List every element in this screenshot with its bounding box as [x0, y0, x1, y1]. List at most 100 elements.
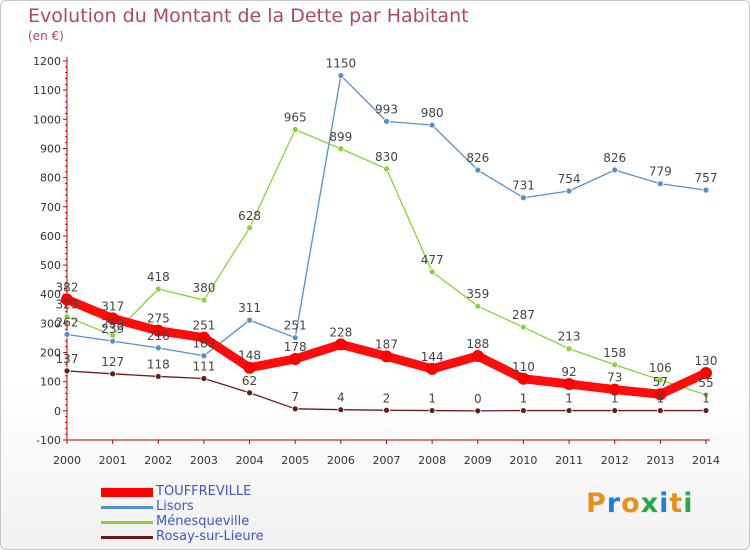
data-point — [154, 373, 162, 380]
data-label: 1 — [428, 392, 436, 406]
data-label: 92 — [561, 365, 576, 379]
data-label: 317 — [101, 299, 124, 313]
data-label: 754 — [558, 172, 581, 186]
data-label: 137 — [56, 352, 79, 366]
data-label: 275 — [147, 312, 170, 326]
data-point — [428, 268, 436, 276]
data-point — [380, 350, 393, 363]
y-tick-label: 200 — [40, 347, 61, 360]
data-label: 323 — [56, 298, 79, 312]
data-point — [471, 350, 484, 363]
data-point — [611, 407, 619, 414]
x-tick-label: 2014 — [692, 454, 720, 467]
data-label: 1 — [520, 392, 528, 406]
data-label: 7 — [291, 390, 299, 404]
data-label: 359 — [466, 287, 489, 301]
data-label: 826 — [603, 151, 626, 165]
x-tick-label: 2001 — [99, 454, 127, 467]
data-point — [383, 165, 390, 173]
legend-label: TOUFFREVILLE — [156, 484, 252, 499]
x-tick-label: 2003 — [190, 454, 218, 467]
x-tick-label: 2000 — [53, 454, 81, 467]
data-label: 213 — [558, 330, 581, 344]
data-point — [563, 378, 576, 391]
data-label: 216 — [147, 329, 170, 343]
data-point — [200, 296, 208, 304]
data-label: 380 — [192, 281, 215, 295]
y-tick-label: 300 — [40, 317, 61, 330]
data-point — [656, 376, 664, 384]
data-label: 4 — [337, 391, 345, 405]
data-point — [702, 391, 710, 399]
x-tick-label: 2013 — [646, 454, 674, 467]
legend-swatch — [101, 488, 153, 497]
data-point — [474, 166, 482, 174]
y-tick-label: 400 — [40, 288, 61, 301]
data-point — [474, 302, 482, 310]
x-tick-label: 2004 — [236, 454, 264, 467]
data-label: 228 — [329, 325, 352, 339]
data-label: 178 — [284, 340, 307, 354]
data-label: 993 — [375, 102, 398, 116]
data-label: 826 — [466, 151, 489, 165]
data-point — [474, 407, 482, 415]
x-tick-label: 2006 — [327, 454, 355, 467]
legend-label: Lisors — [156, 499, 194, 514]
data-label: 189 — [192, 337, 215, 351]
data-point — [334, 338, 347, 351]
data-point — [337, 145, 345, 153]
data-label: 148 — [238, 349, 261, 363]
logo-letter: x — [640, 488, 660, 519]
data-point — [291, 126, 299, 133]
data-label: 57 — [653, 375, 668, 389]
data-point — [243, 361, 256, 374]
data-point — [426, 362, 439, 375]
data-label: 2 — [383, 391, 391, 405]
x-tick-label: 2012 — [601, 454, 629, 467]
data-point — [428, 121, 436, 129]
data-label: 1 — [657, 392, 665, 406]
data-point — [520, 323, 527, 331]
data-label: 899 — [329, 130, 352, 144]
data-label: 118 — [147, 357, 170, 371]
data-label: 188 — [466, 337, 489, 351]
legend-swatch — [101, 521, 153, 524]
data-point — [106, 312, 119, 325]
data-point — [517, 372, 530, 385]
data-point — [291, 405, 299, 413]
data-point — [608, 383, 621, 396]
x-tick-label: 2002 — [144, 454, 172, 467]
x-tick-label: 2009 — [464, 454, 492, 467]
logo-letter: P — [586, 488, 607, 519]
data-label: 418 — [147, 270, 170, 284]
data-point — [656, 407, 664, 414]
data-point — [246, 224, 253, 232]
data-point — [700, 366, 712, 379]
data-point — [109, 337, 117, 345]
data-label: 62 — [242, 374, 257, 388]
data-label: 251 — [284, 319, 307, 333]
data-point — [565, 345, 573, 353]
logo-letter: i — [659, 488, 670, 519]
data-label: 0 — [474, 392, 482, 406]
data-point — [109, 370, 117, 378]
y-tick-label: 600 — [40, 230, 61, 243]
data-point — [61, 293, 73, 306]
data-point — [565, 187, 573, 195]
data-label: 110 — [512, 360, 535, 374]
x-tick-label: 2008 — [418, 454, 446, 467]
data-point — [383, 117, 390, 125]
x-tick-label: 2011 — [555, 454, 583, 467]
y-tick-label: 700 — [40, 201, 61, 214]
data-point — [246, 389, 253, 397]
data-label: 1150 — [326, 57, 357, 71]
data-label: 382 — [56, 280, 79, 294]
y-tick-label: 900 — [40, 142, 61, 155]
data-point — [200, 352, 208, 360]
data-label: 830 — [375, 150, 398, 164]
data-label: 259 — [101, 316, 124, 330]
x-tick-label: 2005 — [281, 454, 309, 467]
data-point — [337, 406, 345, 414]
y-tick-label: 100 — [40, 376, 61, 389]
